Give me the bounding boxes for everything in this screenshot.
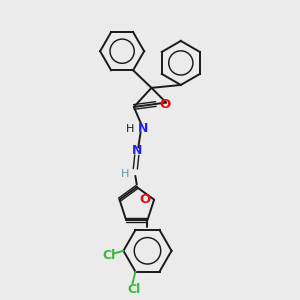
Text: O: O: [159, 98, 171, 110]
Text: Cl: Cl: [128, 283, 141, 296]
Text: N: N: [132, 145, 142, 158]
Text: H: H: [121, 169, 130, 179]
Text: H: H: [126, 124, 135, 134]
Text: N: N: [138, 122, 148, 136]
Text: O: O: [139, 193, 151, 206]
Text: Cl: Cl: [102, 249, 116, 262]
